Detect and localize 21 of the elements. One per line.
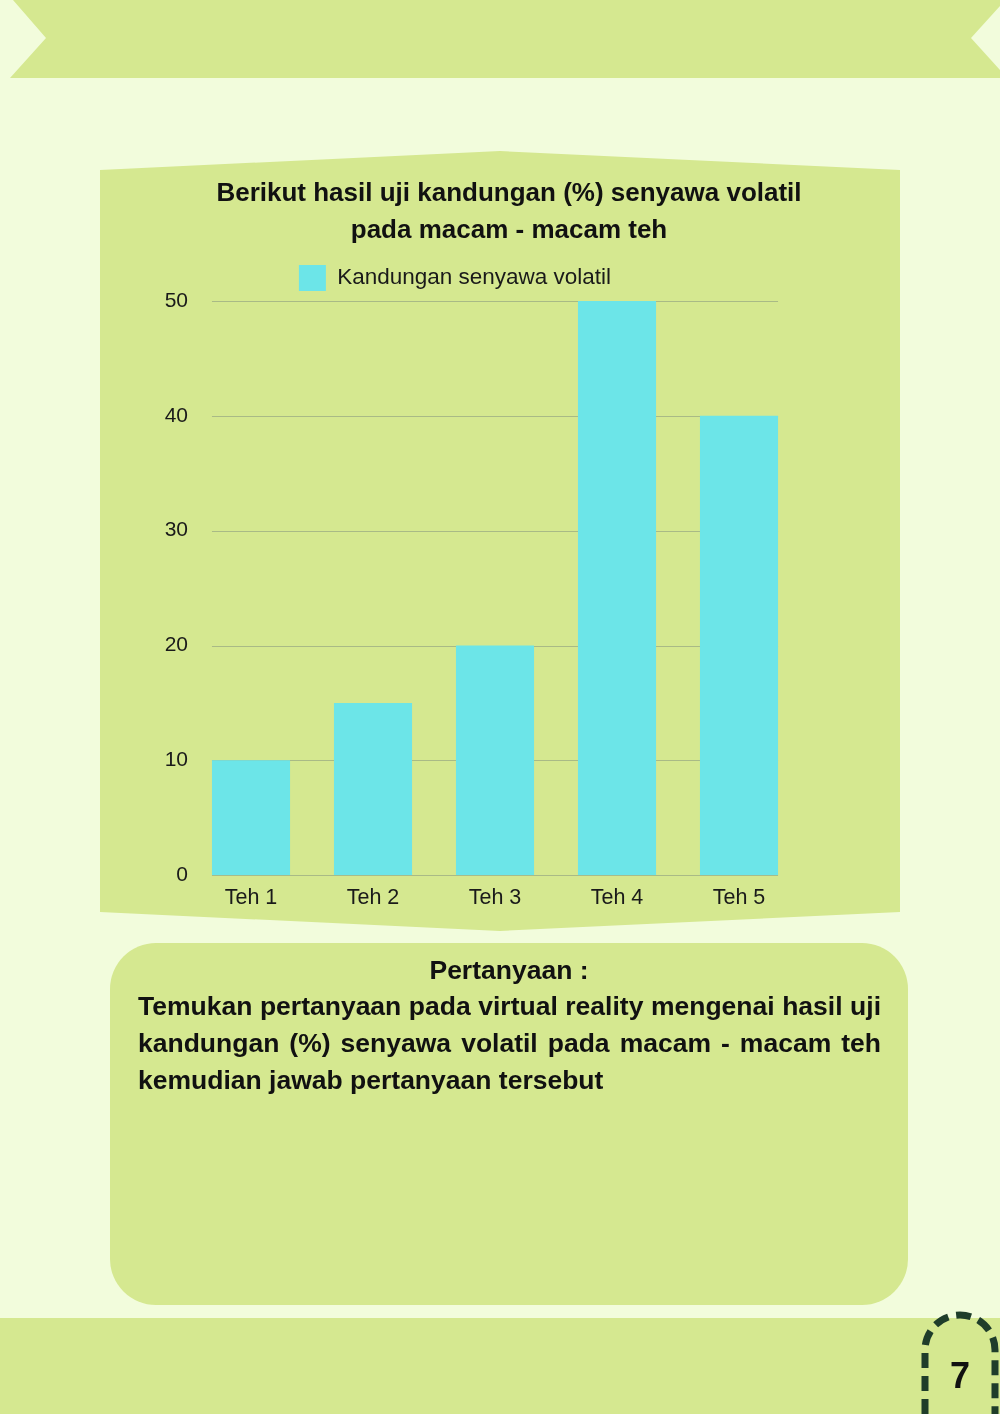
y-tick-label: 30 [164,517,188,541]
text: 7 [949,1355,971,1396]
y-tick-label: 50 [164,287,188,311]
bar [211,760,291,876]
bar [699,415,779,876]
x-tick-label: Teh 3 [468,885,522,910]
y-tick-label: 10 [164,747,188,771]
bar [455,645,535,876]
y-tick-label: 40 [164,402,188,426]
x-tick-label: Teh 2 [346,885,400,910]
legend-label: Kandungan senyawa volatil [337,264,612,290]
y-tick-label: 0 [176,862,188,885]
bar [333,702,413,876]
x-tick-label: Teh 1 [224,885,278,910]
chart-title: Berikut hasil uji kandungan (%) senyawa volatil pada macam - macam teh [215,176,803,246]
x-tick-label: Teh 4 [590,885,644,910]
text: Pertanyaan : [428,954,590,987]
y-tick-label: 20 [164,632,188,656]
x-tick-label: Teh 5 [712,885,766,910]
text: Temukan pertanyaan pada virtual reality mengenai hasil uji kandungan (%) senyawa volatil pada macam - macam teh kemudian jawab pertanyaan tersebut [138,990,881,1097]
bar [577,301,657,876]
